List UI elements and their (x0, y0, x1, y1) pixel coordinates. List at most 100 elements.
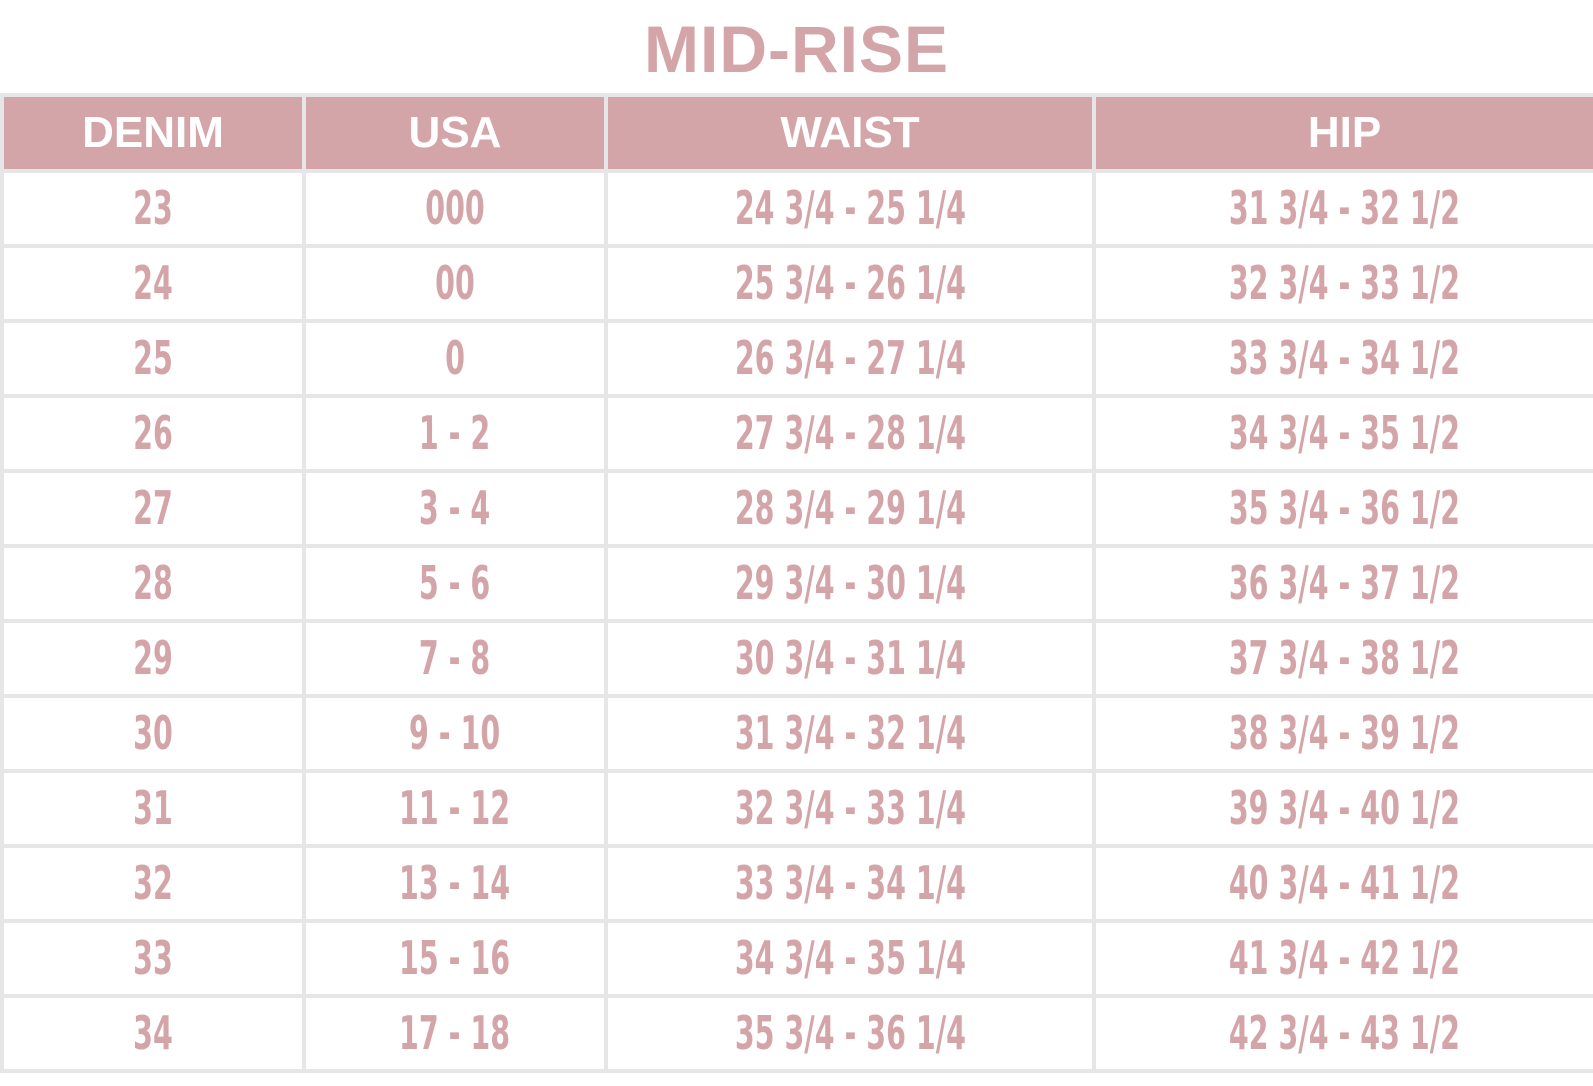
waist-value: 29 3/4 - 30 1/4 (734, 556, 966, 610)
cell-usa: 11 - 12 (302, 769, 608, 848)
hip-value: 35 3/4 - 36 1/2 (1228, 481, 1461, 535)
usa-value: 11 - 12 (399, 781, 511, 835)
cell-waist: 32 3/4 - 33 1/4 (604, 769, 1096, 848)
cell-denim: 24 (0, 244, 306, 323)
cell-hip: 36 3/4 - 37 1/2 (1092, 544, 1593, 623)
cell-denim: 34 (0, 994, 306, 1073)
cell-usa: 00 (302, 244, 608, 323)
cell-waist: 25 3/4 - 26 1/4 (604, 244, 1096, 323)
cell-hip: 34 3/4 - 35 1/2 (1092, 394, 1593, 473)
table-row: 25 0 26 3/4 - 27 1/4 33 3/4 - 34 1/2 (0, 319, 1593, 398)
hip-value: 37 3/4 - 38 1/2 (1228, 631, 1461, 685)
size-chart-header: DENIM USA WAIST HIP (0, 93, 1593, 173)
header-denim: DENIM (0, 93, 306, 173)
cell-waist: 26 3/4 - 27 1/4 (604, 319, 1096, 398)
table-row: 33 15 - 16 34 3/4 - 35 1/4 41 3/4 - 42 1… (0, 919, 1593, 998)
cell-usa: 9 - 10 (302, 694, 608, 773)
waist-value: 35 3/4 - 36 1/4 (734, 1006, 966, 1060)
table-row: 27 3 - 4 28 3/4 - 29 1/4 35 3/4 - 36 1/2 (0, 469, 1593, 548)
table-row: 23 000 24 3/4 - 25 1/4 31 3/4 - 32 1/2 (0, 169, 1593, 248)
denim-value: 26 (133, 406, 173, 460)
header-waist: WAIST (604, 93, 1096, 173)
cell-usa: 15 - 16 (302, 919, 608, 998)
table-row: 29 7 - 8 30 3/4 - 31 1/4 37 3/4 - 38 1/2 (0, 619, 1593, 698)
usa-value: 17 - 18 (399, 1006, 511, 1060)
usa-value: 13 - 14 (399, 856, 511, 910)
hip-value: 33 3/4 - 34 1/2 (1228, 331, 1461, 385)
hip-value: 41 3/4 - 42 1/2 (1228, 931, 1461, 985)
table-row: 31 11 - 12 32 3/4 - 33 1/4 39 3/4 - 40 1… (0, 769, 1593, 848)
header-usa: USA (302, 93, 608, 173)
cell-usa: 7 - 8 (302, 619, 608, 698)
denim-value: 30 (133, 706, 173, 760)
cell-denim: 29 (0, 619, 306, 698)
denim-value: 32 (133, 856, 173, 910)
cell-hip: 38 3/4 - 39 1/2 (1092, 694, 1593, 773)
cell-hip: 32 3/4 - 33 1/2 (1092, 244, 1593, 323)
cell-hip: 40 3/4 - 41 1/2 (1092, 844, 1593, 923)
table-row: 30 9 - 10 31 3/4 - 32 1/4 38 3/4 - 39 1/… (0, 694, 1593, 773)
cell-waist: 33 3/4 - 34 1/4 (604, 844, 1096, 923)
cell-denim: 27 (0, 469, 306, 548)
hip-value: 36 3/4 - 37 1/2 (1228, 556, 1461, 610)
waist-value: 34 3/4 - 35 1/4 (734, 931, 966, 985)
size-chart-body: 23 000 24 3/4 - 25 1/4 31 3/4 - 32 1/2 2… (0, 169, 1593, 1073)
page-title: MID-RISE (644, 12, 949, 86)
denim-value: 23 (133, 181, 173, 235)
cell-denim: 32 (0, 844, 306, 923)
hip-value: 40 3/4 - 41 1/2 (1228, 856, 1461, 910)
denim-value: 24 (133, 256, 173, 310)
denim-value: 33 (133, 931, 173, 985)
table-row: 34 17 - 18 35 3/4 - 36 1/4 42 3/4 - 43 1… (0, 994, 1593, 1073)
denim-value: 34 (133, 1006, 173, 1060)
waist-value: 32 3/4 - 33 1/4 (734, 781, 966, 835)
usa-value: 1 - 2 (419, 406, 491, 460)
cell-waist: 24 3/4 - 25 1/4 (604, 169, 1096, 248)
usa-value: 0 (445, 331, 465, 385)
cell-denim: 33 (0, 919, 306, 998)
cell-usa: 000 (302, 169, 608, 248)
header-hip: HIP (1092, 93, 1593, 173)
cell-hip: 42 3/4 - 43 1/2 (1092, 994, 1593, 1073)
denim-value: 25 (133, 331, 173, 385)
denim-value: 28 (133, 556, 173, 610)
hip-value: 32 3/4 - 33 1/2 (1228, 256, 1461, 310)
table-row: 28 5 - 6 29 3/4 - 30 1/4 36 3/4 - 37 1/2 (0, 544, 1593, 623)
waist-value: 31 3/4 - 32 1/4 (734, 706, 966, 760)
hip-value: 34 3/4 - 35 1/2 (1228, 406, 1461, 460)
cell-waist: 28 3/4 - 29 1/4 (604, 469, 1096, 548)
hip-value: 38 3/4 - 39 1/2 (1228, 706, 1461, 760)
table-row: 26 1 - 2 27 3/4 - 28 1/4 34 3/4 - 35 1/2 (0, 394, 1593, 473)
cell-waist: 35 3/4 - 36 1/4 (604, 994, 1096, 1073)
cell-usa: 1 - 2 (302, 394, 608, 473)
cell-usa: 3 - 4 (302, 469, 608, 548)
denim-value: 29 (133, 631, 173, 685)
cell-hip: 31 3/4 - 32 1/2 (1092, 169, 1593, 248)
cell-denim: 28 (0, 544, 306, 623)
hip-value: 31 3/4 - 32 1/2 (1228, 181, 1461, 235)
cell-hip: 35 3/4 - 36 1/2 (1092, 469, 1593, 548)
cell-hip: 37 3/4 - 38 1/2 (1092, 619, 1593, 698)
size-chart-table: DENIM USA WAIST HIP 23 000 24 3/4 - 25 1… (0, 93, 1593, 1073)
waist-value: 27 3/4 - 28 1/4 (734, 406, 966, 460)
cell-hip: 41 3/4 - 42 1/2 (1092, 919, 1593, 998)
usa-value: 7 - 8 (419, 631, 491, 685)
usa-value: 15 - 16 (399, 931, 511, 985)
cell-waist: 34 3/4 - 35 1/4 (604, 919, 1096, 998)
hip-value: 42 3/4 - 43 1/2 (1228, 1006, 1461, 1060)
denim-value: 27 (133, 481, 173, 535)
waist-value: 24 3/4 - 25 1/4 (734, 181, 966, 235)
cell-denim: 30 (0, 694, 306, 773)
usa-value: 9 - 10 (409, 706, 501, 760)
table-row: 32 13 - 14 33 3/4 - 34 1/4 40 3/4 - 41 1… (0, 844, 1593, 923)
cell-denim: 23 (0, 169, 306, 248)
hip-value: 39 3/4 - 40 1/2 (1228, 781, 1461, 835)
cell-waist: 31 3/4 - 32 1/4 (604, 694, 1096, 773)
cell-waist: 30 3/4 - 31 1/4 (604, 619, 1096, 698)
header-row: DENIM USA WAIST HIP (0, 93, 1593, 173)
usa-value: 5 - 6 (419, 556, 491, 610)
waist-value: 30 3/4 - 31 1/4 (734, 631, 966, 685)
waist-value: 28 3/4 - 29 1/4 (734, 481, 966, 535)
usa-value: 00 (435, 256, 475, 310)
waist-value: 26 3/4 - 27 1/4 (734, 331, 966, 385)
